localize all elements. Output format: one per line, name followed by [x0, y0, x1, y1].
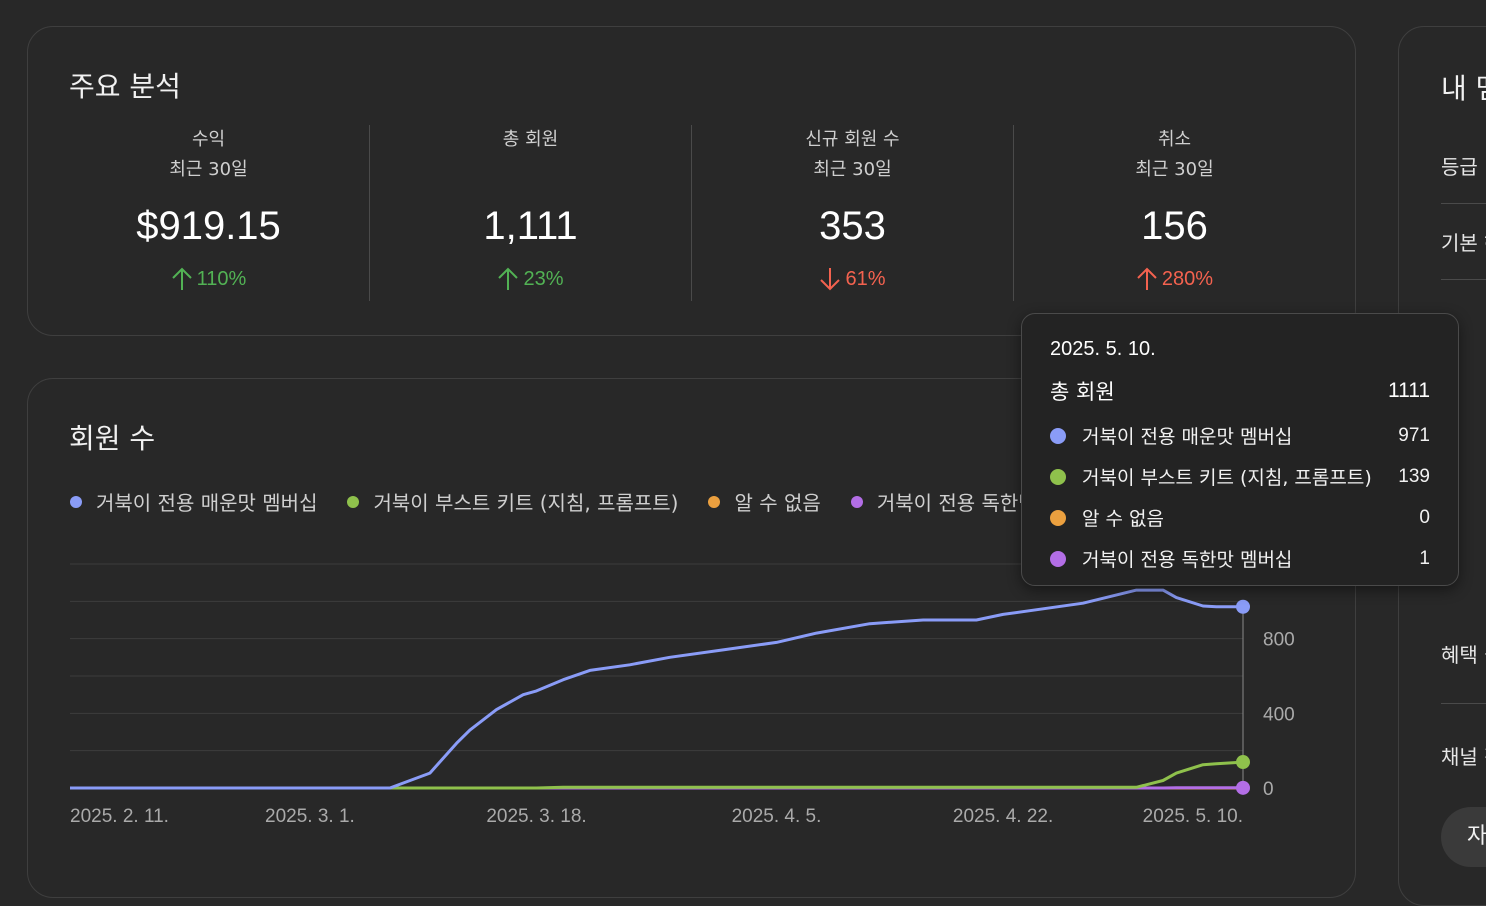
- side-item: 등급: [1441, 151, 1478, 180]
- stat-new-members[interactable]: 신규 회원 수 최근 30일 353 61%: [692, 125, 1013, 301]
- tooltip-series-value: 139: [1398, 466, 1430, 488]
- x-tick-label: 2025. 5. 10.: [1143, 806, 1243, 827]
- x-tick-label: 2025. 3. 1.: [265, 806, 355, 827]
- x-tick-label: 2025. 4. 22.: [953, 806, 1053, 827]
- series-line: [70, 762, 1243, 788]
- tooltip-dot: [1050, 428, 1066, 444]
- x-tick-label: 2025. 2. 11.: [70, 806, 169, 827]
- tooltip-row: 알 수 없음 0: [1050, 504, 1430, 531]
- side-action-button[interactable]: 자: [1441, 807, 1486, 867]
- stat-total-members[interactable]: 총 회원 1,111 23%: [370, 125, 691, 301]
- stat-sublabel: 최근 30일: [692, 159, 1013, 181]
- stat-change-value: 110%: [197, 265, 247, 293]
- series-line: [70, 590, 1243, 788]
- divider: [1441, 279, 1486, 280]
- stat-value: $919.15: [48, 203, 369, 249]
- stat-sublabel: 최근 30일: [1014, 159, 1335, 181]
- tooltip-date: 2025. 5. 10.: [1050, 338, 1156, 361]
- stat-change-value: 23%: [523, 265, 563, 293]
- tooltip-dot: [1050, 551, 1066, 567]
- tooltip-series-name: 거북이 전용 독한맛 멤버십: [1082, 545, 1419, 572]
- x-tick-label: 2025. 4. 5.: [732, 806, 822, 827]
- tooltip-series-name: 거북이 전용 매운맛 멤버십: [1082, 422, 1398, 449]
- tooltip-series-value: 971: [1398, 425, 1430, 447]
- hover-point: [1236, 755, 1250, 769]
- stat-label: 취소: [1014, 129, 1335, 151]
- tooltip-row: 거북이 전용 매운맛 멤버십 971: [1050, 422, 1430, 449]
- tooltip-dot: [1050, 469, 1066, 485]
- tooltip-total-row: 총 회원 1111: [1050, 376, 1430, 406]
- hover-point: [1236, 781, 1250, 795]
- stat-change: 110%: [48, 265, 369, 293]
- divider: [1441, 703, 1486, 704]
- stat-cancellations[interactable]: 취소 최근 30일 156 280%: [1014, 125, 1335, 301]
- y-tick-label: 800: [1263, 630, 1295, 651]
- y-tick-label: 0: [1263, 779, 1274, 800]
- stat-sublabel: 최근 30일: [48, 159, 369, 181]
- stat-value: 1,111: [370, 203, 691, 249]
- analytics-title: 주요 분석: [69, 65, 181, 105]
- stat-value: 156: [1014, 203, 1335, 249]
- tooltip-series-name: 거북이 부스트 키트 (지침, 프롬프트): [1082, 463, 1398, 490]
- arrow-up-icon: [497, 266, 519, 292]
- tooltip-series-name: 알 수 없음: [1082, 504, 1419, 531]
- tooltip-row: 거북이 전용 독한맛 멤버십 1: [1050, 545, 1430, 572]
- hover-point: [1236, 600, 1250, 614]
- stat-revenue[interactable]: 수익 최근 30일 $919.15 110%: [48, 125, 369, 301]
- stat-label: 총 회원: [370, 129, 691, 151]
- key-analytics-card: 주요 분석 수익 최근 30일 $919.15 110% 총 회원 1,111 …: [27, 26, 1356, 336]
- stat-change: 280%: [1014, 265, 1335, 293]
- side-item: 혜택 설명: [1441, 639, 1486, 668]
- stat-change: 61%: [692, 265, 1013, 293]
- tooltip-total-value: 1111: [1388, 379, 1430, 403]
- stat-value: 353: [692, 203, 1013, 249]
- side-title: 내 멤버십: [1441, 67, 1486, 107]
- stat-label: 신규 회원 수: [692, 129, 1013, 151]
- stat-label: 수익: [48, 129, 369, 151]
- side-item: 채널 정보: [1441, 741, 1486, 770]
- tooltip-total-label: 총 회원: [1050, 376, 1388, 406]
- arrow-down-icon: [819, 266, 841, 292]
- x-tick-label: 2025. 3. 18.: [486, 806, 586, 827]
- chart-tooltip: 2025. 5. 10. 총 회원 1111 거북이 전용 매운맛 멤버십 97…: [1021, 313, 1459, 586]
- tooltip-row: 거북이 부스트 키트 (지침, 프롬프트) 139: [1050, 463, 1430, 490]
- tooltip-dot: [1050, 510, 1066, 526]
- stat-change-value: 61%: [845, 265, 885, 293]
- stat-change-value: 280%: [1162, 265, 1213, 293]
- side-item: 기본 혜택: [1441, 227, 1486, 256]
- y-tick-label: 400: [1263, 704, 1295, 725]
- tooltip-series-value: 0: [1419, 507, 1430, 529]
- tooltip-series-value: 1: [1419, 548, 1430, 570]
- arrow-up-icon: [171, 266, 193, 292]
- stat-change: 23%: [370, 265, 691, 293]
- arrow-up-icon: [1136, 266, 1158, 292]
- divider: [1441, 203, 1486, 204]
